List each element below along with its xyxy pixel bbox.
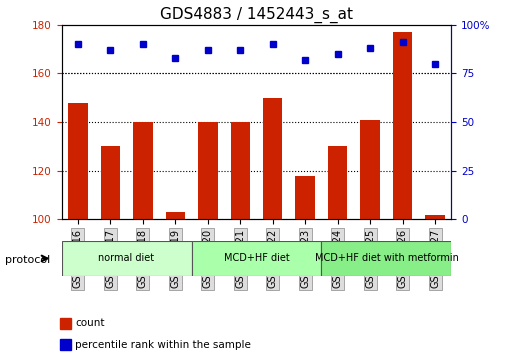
Text: MCD+HF diet: MCD+HF diet	[224, 253, 289, 263]
Text: count: count	[75, 318, 105, 329]
Text: protocol: protocol	[5, 255, 50, 265]
Bar	[101, 147, 120, 219]
Bar	[230, 122, 250, 219]
Bar	[133, 122, 152, 219]
FancyBboxPatch shape	[62, 241, 191, 276]
Bar	[166, 212, 185, 219]
Bar	[328, 147, 347, 219]
Text: percentile rank within the sample: percentile rank within the sample	[75, 339, 251, 350]
Bar	[393, 32, 412, 219]
Bar	[198, 122, 218, 219]
FancyBboxPatch shape	[322, 241, 451, 276]
Bar	[295, 176, 315, 219]
Bar	[361, 120, 380, 219]
Bar	[263, 98, 283, 219]
Bar	[60, 339, 71, 350]
Text: MCD+HF diet with metformin: MCD+HF diet with metformin	[314, 253, 459, 263]
FancyBboxPatch shape	[191, 241, 322, 276]
Title: GDS4883 / 1452443_s_at: GDS4883 / 1452443_s_at	[160, 7, 353, 23]
Bar	[425, 215, 445, 219]
Text: normal diet: normal diet	[98, 253, 154, 263]
Bar	[68, 103, 88, 219]
Bar	[60, 318, 71, 329]
